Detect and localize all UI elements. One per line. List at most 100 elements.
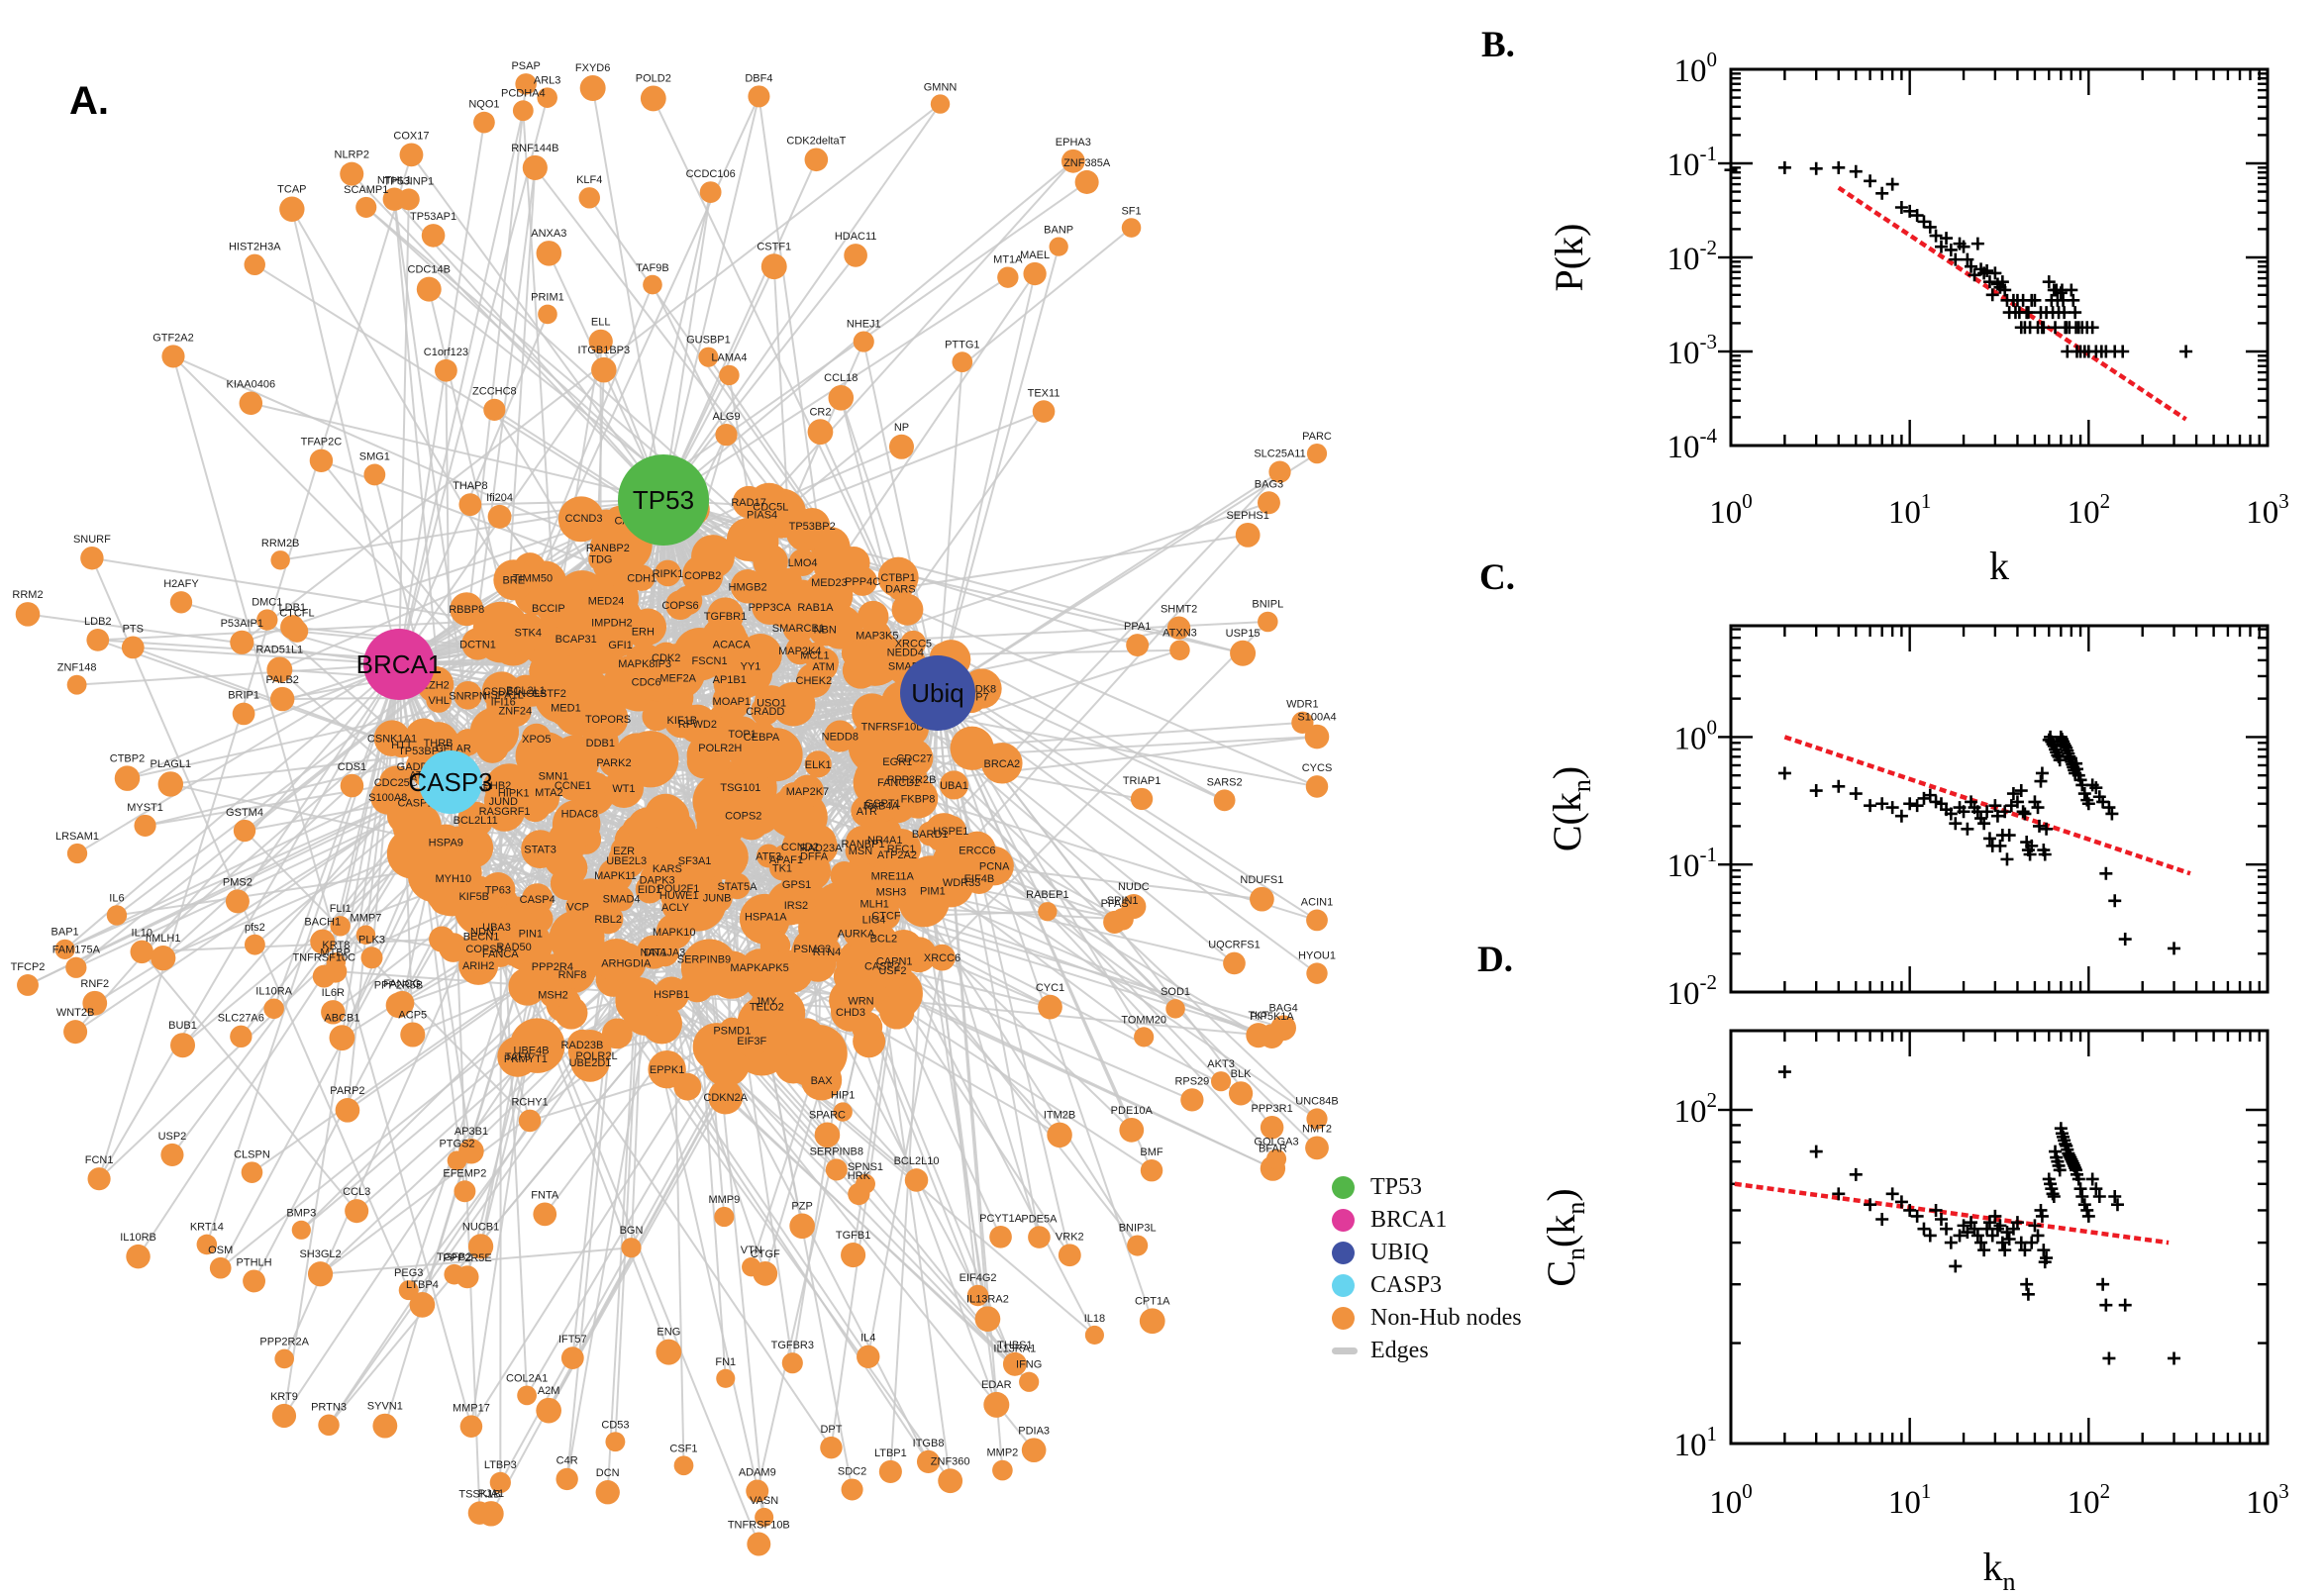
- node-label: JMY: [756, 996, 778, 1008]
- network-node: [712, 681, 752, 721]
- network-node: [919, 876, 947, 905]
- network-node: [800, 1059, 843, 1101]
- network-node: [1140, 1158, 1163, 1182]
- scatter-point: [1977, 1244, 1991, 1257]
- node-label: EPHA3: [1056, 137, 1091, 149]
- network-node: [715, 423, 738, 447]
- hub-label: BRCA1: [356, 649, 443, 679]
- network-node: [486, 939, 515, 967]
- network-node: [579, 75, 606, 102]
- scatter-point: [1998, 283, 2012, 297]
- scatter-point: [1917, 1222, 1931, 1236]
- network-node: [473, 111, 495, 134]
- scatter-point: [1875, 186, 1889, 200]
- node-label: EIF4G2: [960, 1272, 997, 1284]
- node-label: PCDHA4: [501, 87, 546, 99]
- network-node: [848, 566, 877, 596]
- scatter-point: [1885, 177, 1899, 191]
- y-axis-label: Cn(kn): [1539, 1188, 1590, 1286]
- scatter-point: [1894, 809, 1908, 823]
- network-node: [1180, 1088, 1204, 1112]
- network-node: [421, 224, 446, 248]
- scatter-point: [1809, 161, 1823, 175]
- node-label: DNAJA3: [644, 948, 685, 959]
- node-label: MMP17: [453, 1402, 490, 1414]
- node-label: PPP2R4: [532, 961, 573, 973]
- network-node: [1058, 1244, 1081, 1267]
- node-label: FN1: [715, 1356, 736, 1368]
- scatter-point: [1980, 805, 1994, 819]
- scatter-point: [2037, 321, 2051, 335]
- scatter-point: [1970, 237, 1984, 250]
- network-node: [735, 1024, 768, 1057]
- network-node: [1134, 1027, 1155, 1047]
- node-label: PTHLH: [237, 1257, 272, 1269]
- network-node: [114, 765, 141, 791]
- network-node: [929, 944, 956, 971]
- node-label: UBA3: [482, 922, 511, 934]
- scatter-point: [1968, 268, 1981, 282]
- scatter-point: [1903, 204, 1917, 218]
- node-label: MSH3: [876, 887, 907, 899]
- network-node: [515, 73, 537, 95]
- node-label: PPP2R5E: [443, 1252, 492, 1264]
- node-label: MED1: [551, 702, 581, 714]
- node-label: BMP3: [286, 1208, 316, 1220]
- node-label: EID1: [638, 884, 661, 896]
- node-label: GSTM4: [226, 807, 263, 819]
- node-label: TAF9B: [636, 262, 668, 274]
- node-label: COPS6: [661, 600, 698, 612]
- node-label: COPB2: [684, 570, 721, 582]
- scatter-point: [2033, 819, 2047, 833]
- node-label: VRK2: [1056, 1231, 1084, 1243]
- network-node: [1306, 443, 1328, 464]
- scatter-point: [2006, 1222, 2020, 1236]
- node-label: KARS: [653, 863, 682, 875]
- node-label: SF1: [1121, 205, 1141, 217]
- node-label: CHD3: [836, 1007, 865, 1019]
- x-axis-label: kn: [1983, 1545, 2016, 1596]
- node-label: MAP2K4: [778, 646, 821, 657]
- network-node: [848, 1182, 870, 1206]
- node-label: ITM2B: [1044, 1110, 1075, 1122]
- node-label: PLK3: [358, 934, 385, 946]
- scatter-point: [2065, 283, 2078, 297]
- network-node: [656, 1339, 682, 1365]
- network-node: [209, 1256, 232, 1279]
- hub-label: CASP3: [408, 767, 492, 797]
- node-label: RAD17: [731, 497, 765, 509]
- node-label: ATP2A2: [877, 849, 917, 861]
- network-node: [719, 364, 740, 386]
- scatter-points: [1777, 730, 2181, 955]
- network-node: [605, 1432, 626, 1452]
- node-label: GTF2A2: [152, 332, 194, 344]
- node-label: EFEMP2: [443, 1167, 486, 1179]
- edge: [63, 663, 400, 950]
- network-node: [640, 85, 666, 112]
- node-label: XPO5: [522, 734, 551, 746]
- node-label: XRCC5: [895, 639, 932, 650]
- scatter-point: [1864, 1198, 1877, 1212]
- scatter-point: [1982, 832, 1996, 846]
- scatter-point: [1910, 1209, 1924, 1223]
- node-label: DPT: [820, 1424, 842, 1436]
- edge: [290, 209, 400, 665]
- network-node: [1305, 775, 1329, 798]
- network-filler-node: [642, 701, 671, 732]
- node-label: WT1: [612, 783, 635, 795]
- network-node: [1265, 1148, 1287, 1169]
- scatter-point: [1940, 1222, 1954, 1236]
- node-label: SMARCB1: [772, 623, 825, 635]
- node-label: MYST1: [127, 802, 163, 814]
- network-node: [661, 893, 689, 921]
- node-label: AP1B1: [713, 674, 747, 686]
- network-node: [1258, 611, 1278, 633]
- node-label: CCDC106: [686, 168, 736, 180]
- node-label: SEPHS1: [1226, 510, 1268, 522]
- node-label: pfs2: [245, 922, 265, 934]
- edge: [393, 198, 664, 501]
- network-node: [1166, 616, 1191, 640]
- scatter-point: [1988, 799, 2002, 813]
- node-label: CDH1: [627, 573, 656, 585]
- node-label: LRSAM1: [55, 831, 99, 843]
